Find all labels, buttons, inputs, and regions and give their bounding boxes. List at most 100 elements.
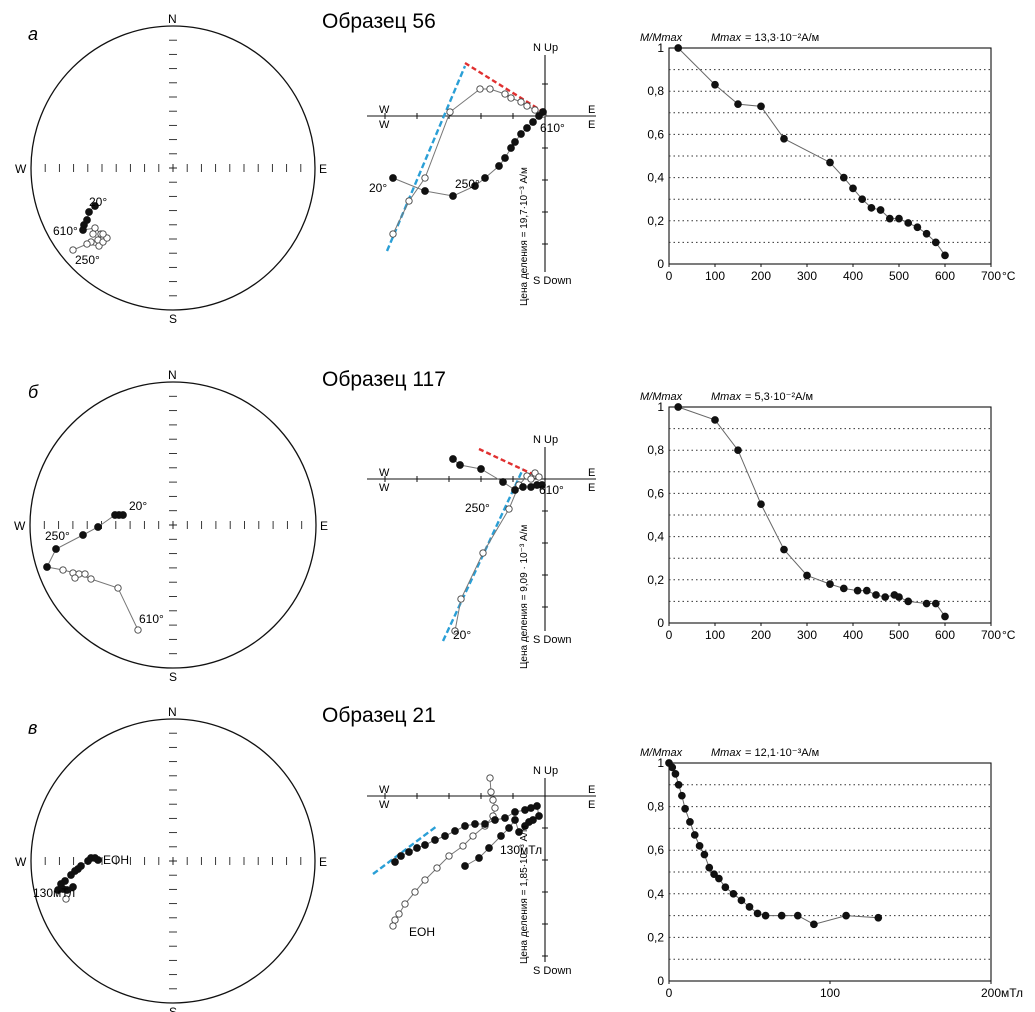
- demag-xtick: 0: [666, 628, 673, 642]
- zij-point-open: [476, 85, 484, 93]
- zij-scale-label: Цена деления = 19,7·10⁻³ А/м: [519, 167, 530, 306]
- demag-point: [780, 545, 788, 554]
- stereonet-point-open: [59, 566, 67, 574]
- zij-point-filled: [521, 822, 529, 830]
- stereonet-point-open: [87, 575, 95, 583]
- demag-xtick: 500: [889, 269, 909, 283]
- demag-xtick: 600: [935, 628, 955, 642]
- demag-point: [711, 416, 719, 424]
- stereonet-point-open: [62, 895, 70, 903]
- stereonet-annotation: EOH: [103, 853, 129, 867]
- stereonet: N S E W 20° 610° 250°: [15, 12, 327, 326]
- demag-ytick: 0,6: [647, 127, 664, 141]
- demag-point: [757, 500, 765, 509]
- demag-ylabel: M/Mmax: [640, 391, 683, 403]
- zij-point-open: [411, 888, 419, 896]
- zij-point-open: [531, 106, 539, 114]
- zij-point-filled: [449, 455, 457, 463]
- demag-point: [913, 223, 922, 232]
- demag-xtick: 400: [843, 628, 863, 642]
- zij-point-open: [507, 94, 515, 102]
- demag-point: [715, 874, 723, 883]
- demag-point: [737, 896, 746, 905]
- zij-annotation: 250°: [455, 177, 480, 191]
- zij-path-horizontal: [394, 805, 540, 867]
- stereonet-label-s: S: [169, 1005, 177, 1012]
- zij-point-open: [527, 475, 535, 483]
- demag-point: [734, 446, 742, 455]
- demag-point: [826, 580, 834, 588]
- zij-point-filled: [431, 836, 439, 844]
- zij-annotation: 20°: [369, 181, 387, 195]
- zij-point-filled: [451, 827, 459, 835]
- demag-point: [858, 195, 867, 204]
- stereonet-point-filled: [85, 208, 93, 216]
- demag-ytick: 1: [657, 41, 664, 55]
- demag-point: [803, 571, 811, 580]
- zij-point-filled: [538, 481, 546, 489]
- demag-point: [793, 911, 802, 920]
- zij-label-w-bottom: W: [379, 482, 390, 494]
- demag-point: [876, 206, 885, 214]
- zij-label-down: S Down: [533, 275, 572, 287]
- zij-label-w-bottom: W: [379, 799, 390, 811]
- demag-ytick: 0,6: [647, 486, 664, 500]
- demag-point: [674, 780, 683, 789]
- demag-ytick: 0,2: [647, 573, 664, 587]
- demag-ytick: 0,4: [647, 530, 664, 544]
- demag-max-label: Mmax: [711, 391, 741, 403]
- stereonet-circle: [30, 25, 316, 311]
- demag-point: [674, 403, 683, 411]
- stereonet-point-filled: [84, 857, 92, 865]
- stereonet: N S E W EOH 130мТл: [15, 705, 327, 1012]
- demag-ytick: 0: [657, 257, 664, 271]
- zij-fit-blue: [385, 65, 467, 252]
- stereonet-label-n: N: [168, 12, 177, 26]
- demag-xtick: 500: [889, 628, 909, 642]
- demag-xtick: 200: [751, 628, 771, 642]
- demag-point: [904, 597, 913, 606]
- stereonet-point-open: [134, 626, 142, 634]
- zij-point-filled: [539, 108, 547, 116]
- demag-point: [678, 791, 686, 800]
- stereonet-label-n: N: [168, 368, 177, 382]
- zij-point-open: [405, 197, 413, 205]
- stereonet-label-e: E: [320, 519, 328, 533]
- zij-point-filled: [421, 841, 429, 849]
- zij-label-w-top: W: [379, 467, 390, 479]
- demag-max-value: = 5,3·10⁻²А/м: [745, 391, 813, 403]
- zij-annotation: 250°: [465, 501, 490, 515]
- zij-point-filled: [507, 144, 515, 152]
- zij-point-open: [446, 108, 454, 116]
- demag-xunit: °C: [1002, 269, 1016, 283]
- zij-point-open: [457, 595, 465, 603]
- demag-point: [721, 883, 730, 892]
- zij-point-filled: [477, 465, 485, 473]
- zij-point-filled: [501, 814, 509, 822]
- zij-point-filled: [523, 124, 531, 132]
- zij-label-e-top: E: [588, 467, 595, 479]
- zij-fit-blue: [372, 825, 438, 875]
- demag-ytick: 0,8: [647, 84, 664, 98]
- zij-point-filled: [461, 822, 469, 830]
- stereonet-point-filled: [94, 523, 102, 531]
- demag-point: [681, 804, 689, 813]
- demag-point: [826, 158, 834, 167]
- zij-label-e-bottom: E: [588, 799, 595, 811]
- demag-frame: [668, 762, 992, 982]
- zij-point-open: [421, 174, 429, 182]
- demag-ytick: 0: [657, 616, 664, 630]
- zij-label-down: S Down: [533, 634, 572, 646]
- panel-letter: б: [28, 382, 39, 402]
- zij-scale-label: Цена деления = 1,85·10⁻³ А/м: [519, 825, 530, 964]
- demag-xunit: °C: [1002, 628, 1016, 642]
- demag-point: [849, 184, 857, 193]
- stereonet-point-open: [81, 570, 89, 578]
- panel-letter: а: [28, 24, 38, 44]
- demag-xtick: 300: [797, 269, 817, 283]
- zij-point-open: [391, 916, 399, 924]
- demag-max-value: = 13,3·10⁻²А/м: [745, 32, 819, 44]
- demag-point: [904, 219, 913, 227]
- zij-point-filled: [517, 130, 525, 138]
- demag-point: [895, 593, 903, 601]
